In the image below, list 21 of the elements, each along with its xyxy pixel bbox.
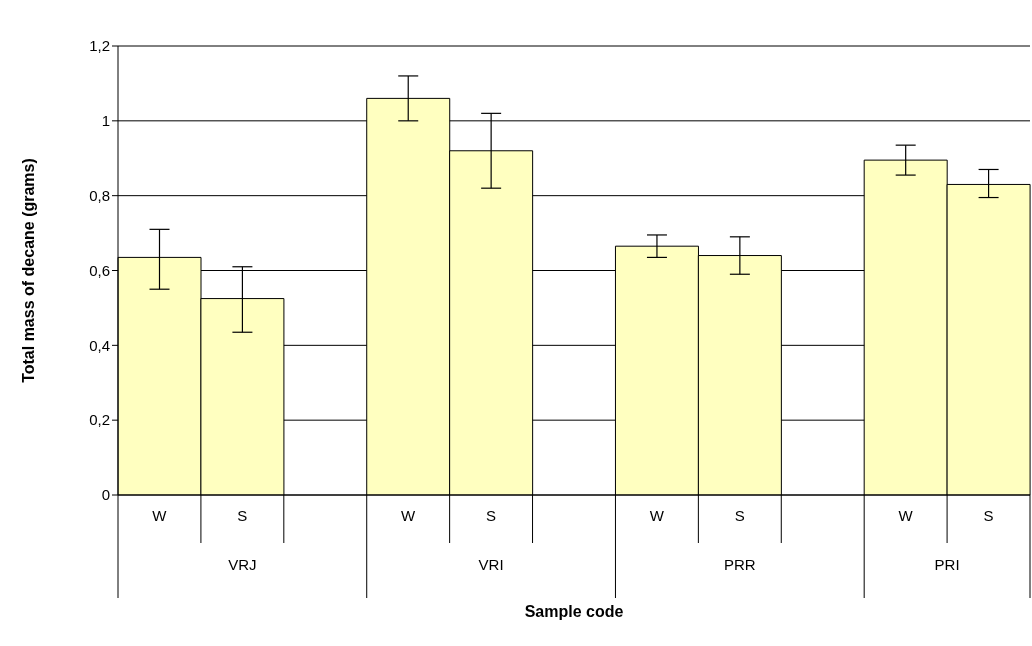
text: VRI bbox=[478, 556, 504, 573]
x-tick-label: S bbox=[734, 507, 745, 524]
x-tick-label: W bbox=[898, 507, 914, 524]
x-tick-label: W bbox=[649, 507, 665, 524]
x-tick-label: W bbox=[401, 507, 417, 524]
text: PRI bbox=[934, 556, 960, 573]
x-tick-label: W bbox=[152, 507, 168, 524]
text: VRJ bbox=[228, 556, 257, 573]
x-tick-label: S bbox=[237, 507, 248, 524]
y-tick-label: 0,4 bbox=[89, 336, 110, 354]
y-tick-label: 0 bbox=[101, 486, 110, 504]
text: PRR bbox=[723, 556, 756, 573]
x-tick-label: S bbox=[983, 507, 994, 524]
y-tick-label: 1,2 bbox=[89, 37, 110, 55]
x-tick-label: S bbox=[486, 507, 497, 524]
y-tick-label: 0,6 bbox=[89, 261, 110, 279]
y-tick-label: 0,2 bbox=[89, 411, 110, 429]
y-axis-title: Total mass of decane (grams) bbox=[19, 158, 37, 383]
y-tick-label: 1 bbox=[101, 112, 110, 130]
x-axis-title: Sample code bbox=[524, 603, 624, 620]
y-tick-label: 0,8 bbox=[89, 186, 110, 204]
